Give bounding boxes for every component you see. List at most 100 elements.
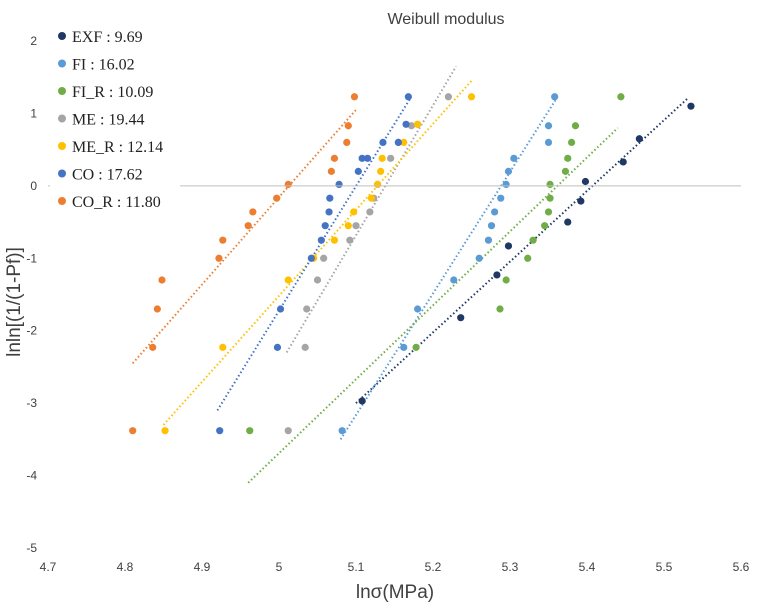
y-axis-label: lnln[(1/(1-Pf)] <box>4 247 25 357</box>
legend-entry: EXF : 9.69 <box>72 29 143 46</box>
data-point <box>377 167 385 175</box>
data-point <box>352 222 360 230</box>
data-point <box>487 222 496 230</box>
data-point <box>546 194 554 202</box>
y-tick-label: 1 <box>30 106 37 120</box>
data-point <box>350 93 359 101</box>
legend-marker <box>58 114 66 123</box>
data-point <box>363 154 372 162</box>
x-tick-label: 5.5 <box>656 560 673 574</box>
data-point <box>414 120 422 128</box>
y-tick-label: -2 <box>26 324 37 338</box>
data-point <box>491 208 499 216</box>
y-tick-label: -4 <box>26 469 37 483</box>
data-point <box>330 154 339 162</box>
data-point <box>502 180 510 189</box>
data-point <box>394 138 402 146</box>
data-point <box>358 154 366 162</box>
data-point <box>561 167 570 175</box>
data-point <box>153 305 161 313</box>
data-point <box>216 427 224 435</box>
data-point <box>378 154 386 162</box>
y-tick-label: 2 <box>30 34 37 48</box>
data-point <box>320 254 328 262</box>
legend-entry: CO_R : 11.80 <box>72 194 161 211</box>
data-point <box>387 154 395 162</box>
data-point <box>344 222 352 230</box>
data-point <box>414 305 422 313</box>
data-point <box>149 343 157 351</box>
legend-marker <box>58 197 66 205</box>
legend-entry: CO : 17.62 <box>72 167 143 184</box>
data-point <box>129 427 137 435</box>
data-point <box>635 135 643 143</box>
data-point <box>564 154 572 162</box>
x-tick-label: 4.9 <box>194 560 211 574</box>
data-point <box>326 194 334 202</box>
data-point <box>475 254 483 262</box>
trendlines <box>131 65 688 484</box>
data-points <box>129 93 695 435</box>
data-point <box>379 138 387 146</box>
data-point <box>504 242 513 250</box>
data-point <box>373 180 382 189</box>
data-point <box>457 314 465 322</box>
data-point <box>402 120 410 128</box>
data-point <box>571 122 580 130</box>
data-point <box>284 180 292 189</box>
data-point <box>161 427 169 435</box>
data-point <box>219 343 227 351</box>
data-point <box>502 276 510 284</box>
data-point <box>619 158 627 166</box>
data-point <box>510 154 518 162</box>
x-axis-ticks: 4.7 4.8 4.9 5 5.1 5.2 5.3 5.4 5.5 5.6 <box>40 560 750 574</box>
data-point <box>544 122 553 130</box>
legend-background <box>50 20 180 210</box>
data-point <box>244 222 252 230</box>
legend-entry: FI : 16.02 <box>72 57 135 74</box>
legend-entry: ME : 19.44 <box>72 112 144 129</box>
data-point <box>317 236 325 244</box>
data-point <box>158 276 166 284</box>
data-point <box>366 208 374 216</box>
x-tick-label: 5 <box>276 560 283 574</box>
data-point <box>344 122 352 130</box>
data-point <box>400 343 408 351</box>
data-point <box>301 343 309 351</box>
data-point <box>544 208 553 216</box>
y-tick-label: 0 <box>30 179 37 193</box>
trendline <box>131 109 357 364</box>
trendline <box>216 98 411 411</box>
x-axis-label: lnσ(MPa) <box>356 582 434 603</box>
legend-marker <box>58 169 66 178</box>
data-point <box>273 343 282 351</box>
data-point <box>564 218 572 226</box>
data-point <box>335 180 343 189</box>
legend-entry: ME_R : 12.14 <box>72 139 163 156</box>
legend-marker <box>58 32 66 40</box>
data-point <box>276 305 285 313</box>
data-point <box>450 276 458 284</box>
legend-entry: FI_R : 10.09 <box>72 84 153 101</box>
data-point <box>313 276 322 284</box>
data-point <box>581 177 590 186</box>
data-point <box>467 93 476 101</box>
legend: EXF : 9.69 FI : 16.02 FI_R : 10.09 ME : 19.… <box>50 20 180 211</box>
data-point <box>568 138 576 146</box>
data-point <box>354 167 362 175</box>
data-point <box>307 254 315 262</box>
data-point <box>551 93 559 101</box>
data-point <box>249 208 257 216</box>
data-point <box>303 305 311 313</box>
legend-marker <box>58 59 66 68</box>
data-point <box>246 427 254 435</box>
data-point <box>215 254 223 262</box>
data-point <box>617 93 625 101</box>
data-point <box>444 93 452 101</box>
x-tick-label: 5.3 <box>502 560 519 574</box>
trendline <box>285 65 457 353</box>
data-point <box>284 276 292 284</box>
data-point <box>358 397 366 405</box>
legend-marker <box>58 142 66 150</box>
data-point <box>338 427 346 435</box>
